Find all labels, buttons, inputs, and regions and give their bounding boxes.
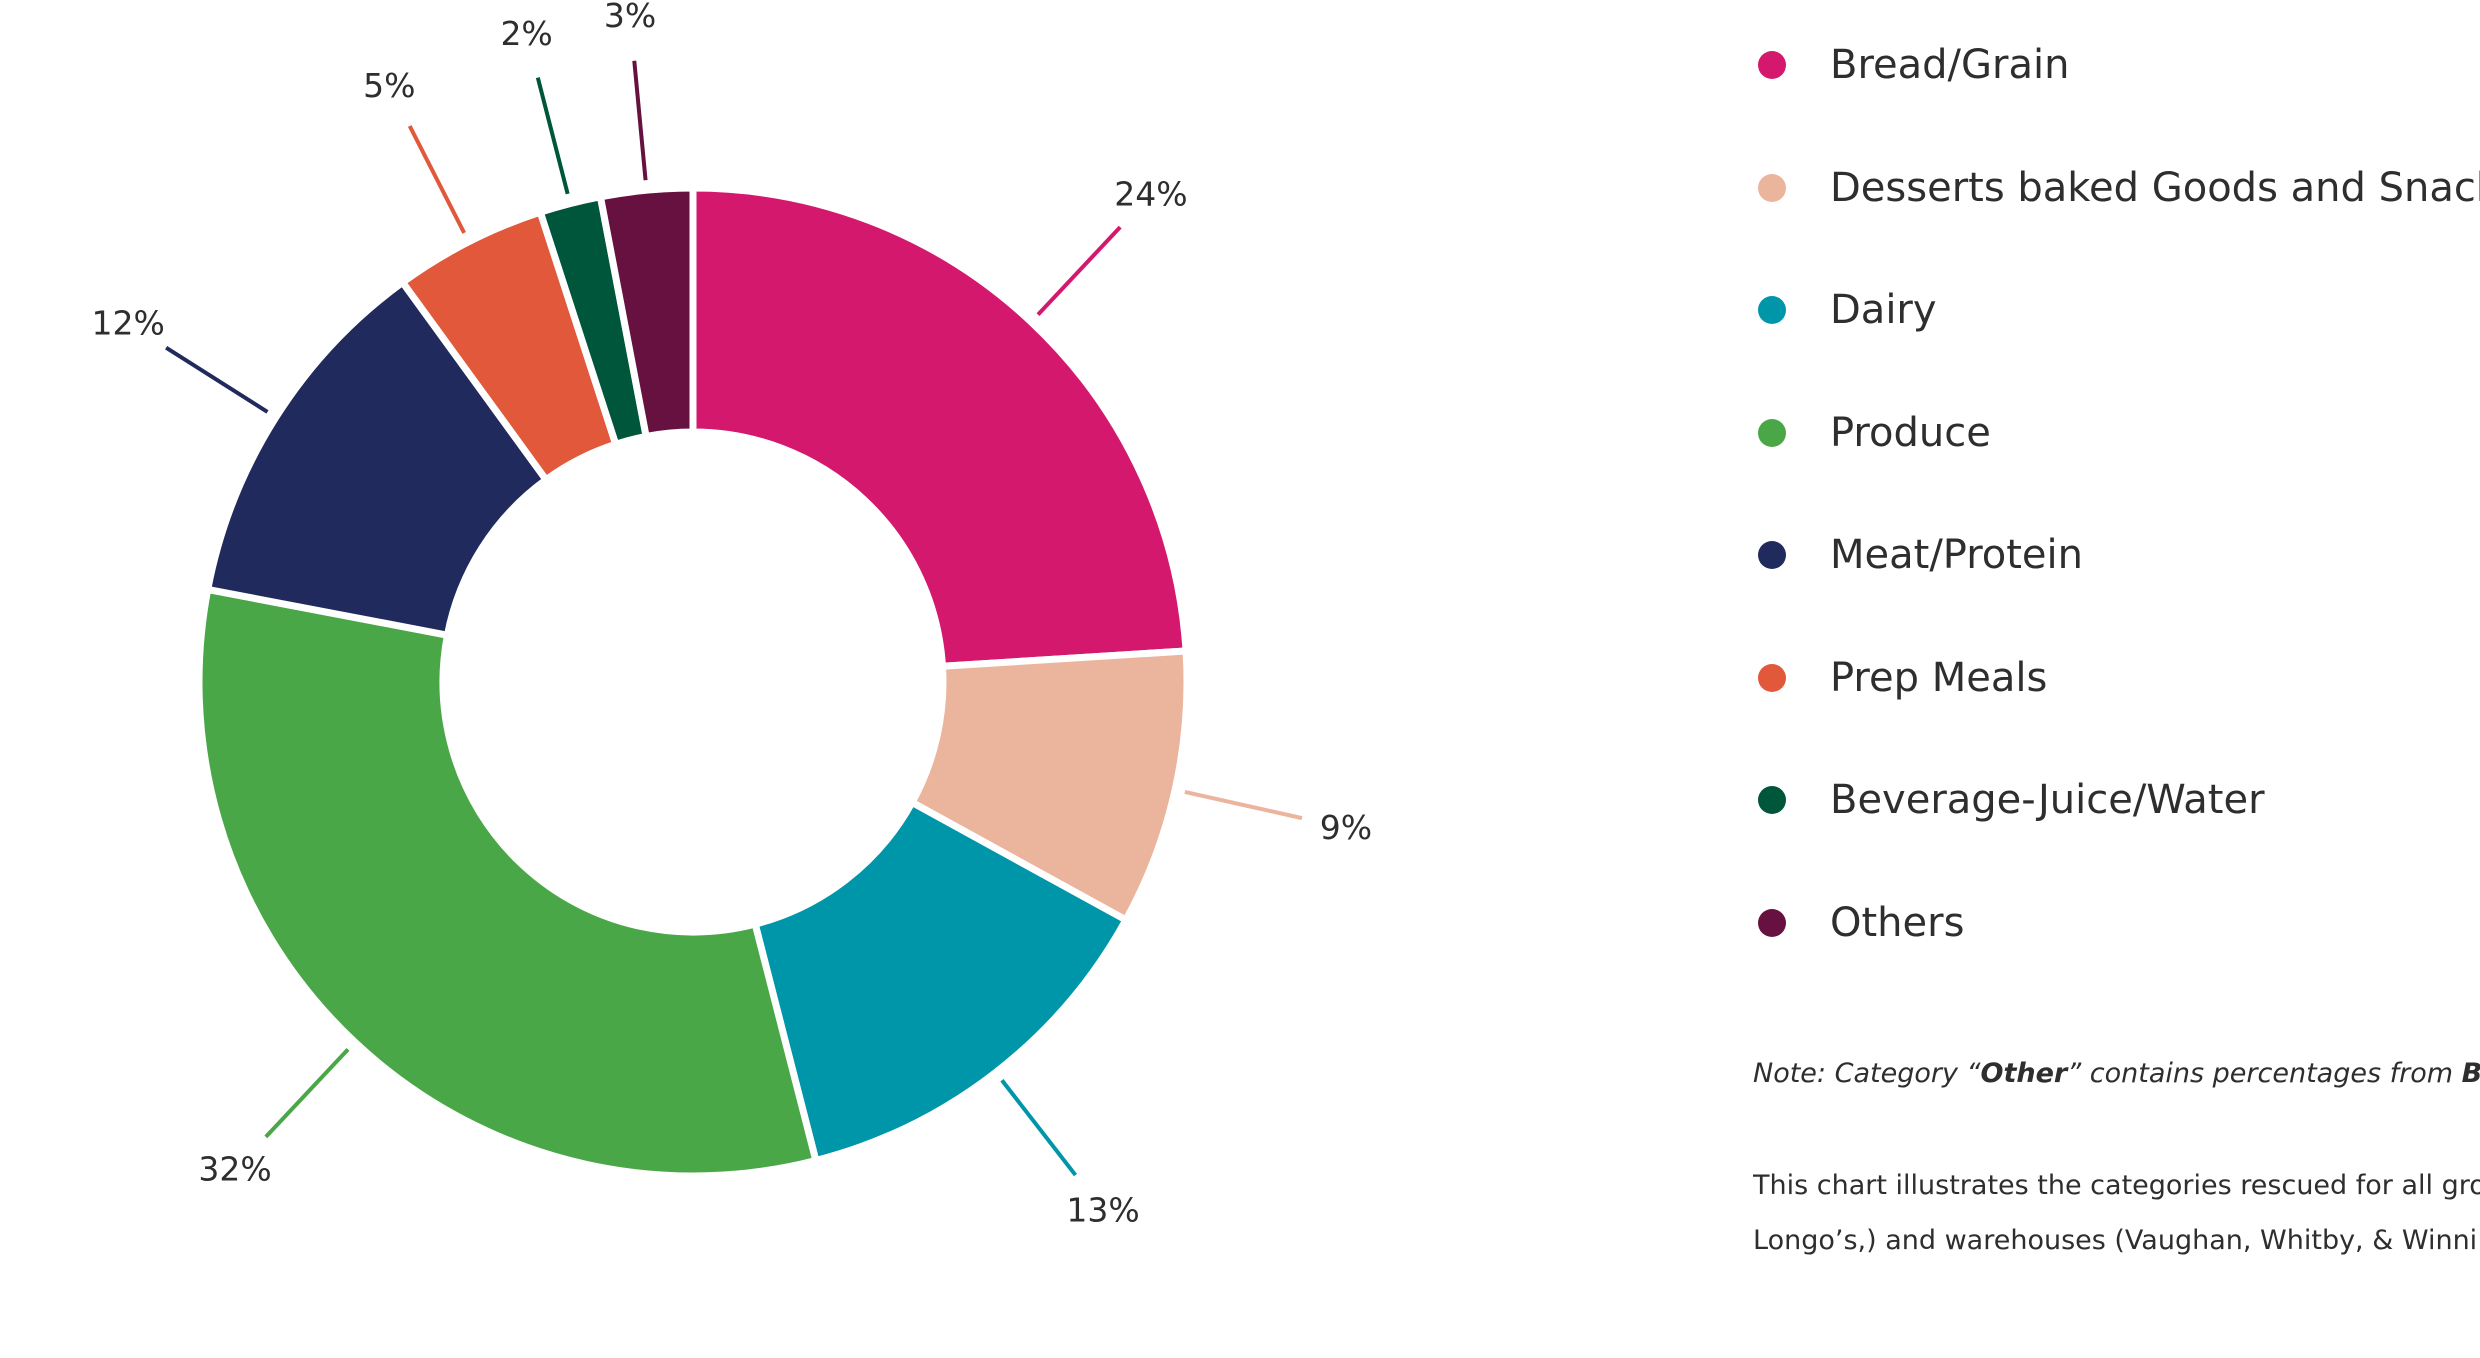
legend-label: Produce xyxy=(1830,409,1991,456)
chart-description: This chart illustrates the categories re… xyxy=(1753,1158,2480,1268)
legend-item: Desserts baked Goods and Snacks xyxy=(1740,153,2480,223)
donut-chart: 24% 9% 13% 32% 12% 5% 2% 3% xyxy=(91,0,1372,1230)
legend-swatch xyxy=(1758,908,1786,937)
legend-swatch xyxy=(1758,541,1786,569)
slice-bread-grain xyxy=(689,184,1190,671)
slice-desserts-baked-goods-and-snacks xyxy=(907,647,1191,925)
chart-leader-lines xyxy=(165,60,1303,1177)
leader-line-desserts-baked-goods-and-snacks xyxy=(1184,789,1303,821)
legend-label: Others xyxy=(1830,899,1965,946)
description-line-2: Longo’s,) and warehouses (Vaughan, Whitb… xyxy=(1753,1225,2478,1256)
legend-swatch xyxy=(1758,663,1786,692)
legend-swatch xyxy=(1758,173,1786,202)
data-label-produce: 32% xyxy=(198,1150,271,1189)
chart-note: Note: Category “Other” contains percenta… xyxy=(1753,1058,2480,1089)
legend-item: Prep Meals xyxy=(1740,643,2047,713)
legend-item: Meat/Protein xyxy=(1740,520,2083,590)
leader-line-bread-grain xyxy=(1036,225,1122,316)
leader-line-produce xyxy=(264,1048,350,1139)
chart-data-labels: 24% 9% 13% 32% 12% 5% 2% 3% xyxy=(91,0,1372,1230)
legend-item: Others xyxy=(1740,888,1964,958)
leader-line-prep-meals xyxy=(407,125,466,234)
leader-line-dairy xyxy=(1000,1079,1078,1177)
note-bold-tail: Ba xyxy=(2462,1058,2480,1089)
data-label-others: 3% xyxy=(604,0,656,35)
data-label-beverage-juice-water: 2% xyxy=(500,14,552,53)
data-label-desserts-baked-goods-and-snacks: 9% xyxy=(1320,808,1372,847)
legend-item: Produce xyxy=(1740,398,1991,468)
legend-label: Meat/Protein xyxy=(1830,532,2084,578)
legend-label: Beverage-Juice/Water xyxy=(1830,777,2265,823)
data-label-dairy: 13% xyxy=(1066,1191,1139,1230)
legend-label: Prep Meals xyxy=(1830,654,2048,701)
note-prefix: Note: Category “ xyxy=(1753,1058,1981,1089)
slice-others xyxy=(596,184,697,441)
data-label-prep-meals: 5% xyxy=(363,66,415,105)
leader-line-others xyxy=(632,60,648,181)
legend-item: Bread/Grain xyxy=(1740,30,2069,100)
note-suffix: ” contains percentages from xyxy=(2067,1058,2462,1089)
chart-slices xyxy=(195,184,1191,1180)
slice-meat-protein xyxy=(203,277,551,640)
data-label-meat-protein: 12% xyxy=(91,304,164,343)
slice-dairy xyxy=(750,797,1131,1165)
legend-item: Dairy xyxy=(1740,275,1937,345)
legend-swatch xyxy=(1758,51,1786,79)
legend-swatch xyxy=(1758,786,1786,814)
legend-swatch xyxy=(1758,296,1786,324)
legend-item: Beverage-Juice/Water xyxy=(1740,765,2265,835)
note-bold-word: Other xyxy=(1980,1058,2068,1089)
leader-line-beverage-juice-water xyxy=(535,77,570,195)
data-label-bread-grain: 24% xyxy=(1114,174,1187,213)
legend-label: Desserts baked Goods and Snacks xyxy=(1830,164,2480,211)
legend-label: Dairy xyxy=(1830,287,1937,333)
legend-swatch xyxy=(1758,418,1786,447)
slice-produce xyxy=(195,585,821,1180)
description-line-1: This chart illustrates the categories re… xyxy=(1753,1170,2480,1201)
leader-line-meat-protein xyxy=(165,345,269,414)
legend-label: Bread/Grain xyxy=(1830,42,2070,88)
